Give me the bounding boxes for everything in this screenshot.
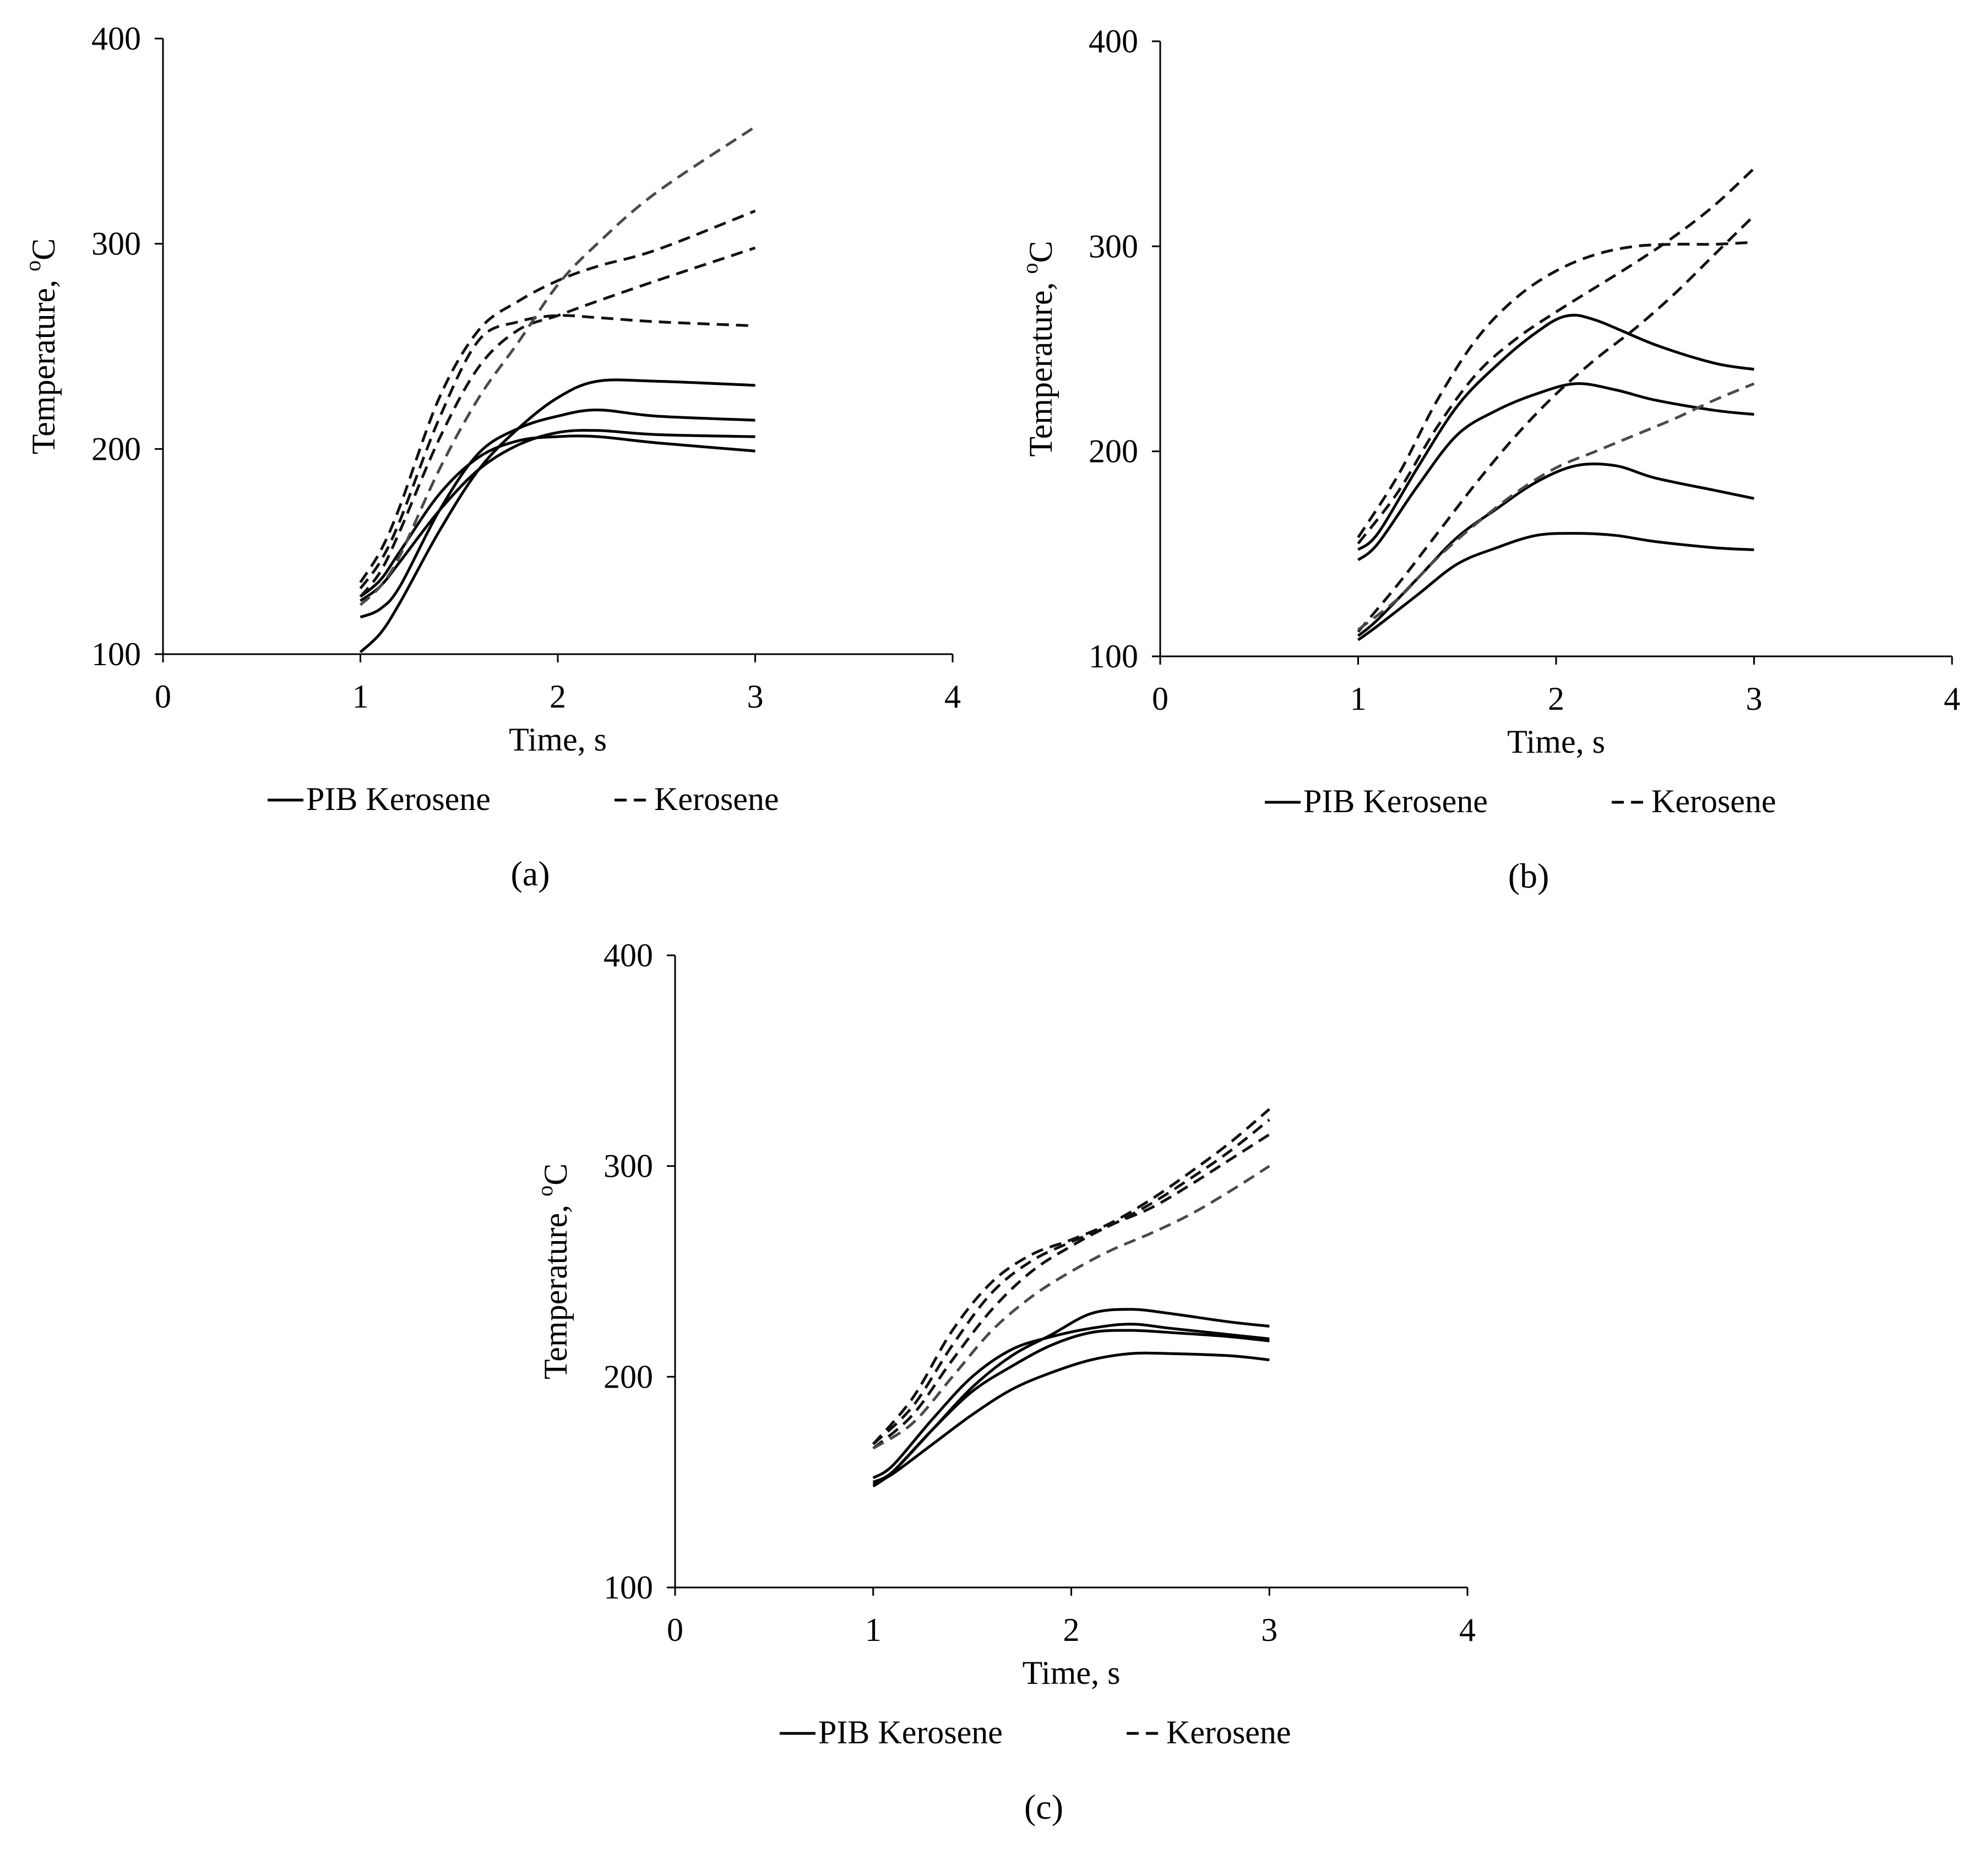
- y-tick-label: 400: [1089, 23, 1138, 59]
- kerosene-line-6: [872, 1118, 1270, 1445]
- kerosene-line-5: [872, 1108, 1270, 1445]
- y-tick-label: 100: [604, 1569, 653, 1606]
- panel-label: (b): [1508, 856, 1550, 895]
- y-axis-title-degree: o: [20, 260, 45, 271]
- x-tick-label: 0: [1152, 681, 1168, 717]
- y-axis-title-text: Temperature,: [537, 1197, 574, 1379]
- y-axis-title-text: Temperature,: [1023, 274, 1059, 456]
- y-tick-label: 200: [1089, 433, 1138, 470]
- y-axis-title-unit: C: [25, 238, 62, 260]
- y-axis-title: Temperature, oC: [1018, 241, 1059, 456]
- kerosene-line-7: [1357, 214, 1755, 633]
- series-group: [1357, 167, 1755, 641]
- pib-kerosene-line-1: [1357, 313, 1754, 551]
- kerosene-line-5: [1357, 241, 1754, 539]
- y-tick-label: 300: [91, 226, 141, 262]
- pib-kerosene-line-3: [1357, 462, 1755, 637]
- legend-pib-kerosene-label: PIB Kerosene: [818, 1714, 1003, 1750]
- panel-label: (c): [1024, 1787, 1063, 1826]
- x-tick-label: 3: [747, 678, 764, 715]
- y-tick-label: 200: [91, 431, 141, 467]
- series-group: [359, 126, 756, 654]
- legend-kerosene-label: Kerosene: [1166, 1714, 1291, 1750]
- kerosene-line-8: [872, 1165, 1270, 1450]
- x-axis-title: Time, s: [1507, 724, 1605, 760]
- x-axis-title: Time, s: [1023, 1655, 1121, 1691]
- legend-kerosene-label: Kerosene: [654, 781, 779, 817]
- x-tick-label: 1: [865, 1612, 882, 1648]
- y-tick-label: 300: [1089, 228, 1138, 264]
- kerosene-line-6: [1357, 167, 1755, 545]
- pib-kerosene-line-2: [872, 1323, 1270, 1480]
- chart-panel-a: 100 200 300 400 0 1 2 3 4 Time, s Temperature, oC P…: [20, 20, 961, 893]
- x-tick-label: 0: [667, 1612, 683, 1648]
- pib-kerosene-line-3: [360, 429, 755, 602]
- kerosene-line-6: [359, 209, 756, 583]
- pib-kerosene-line-4: [1357, 532, 1754, 641]
- kerosene-line-8: [1357, 382, 1755, 631]
- x-tick-label: 4: [1944, 681, 1960, 717]
- legend-pib-kerosene-label: PIB Kerosene: [1303, 783, 1488, 819]
- x-tick-label: 1: [1350, 681, 1367, 717]
- series-group: [872, 1108, 1270, 1488]
- kerosene-line-7: [359, 246, 756, 598]
- y-axis-title: Temperature, oC: [532, 1163, 574, 1379]
- y-axis-title-unit: C: [1023, 241, 1059, 263]
- legend-kerosene-label: Kerosene: [1651, 783, 1776, 819]
- y-axis-title-degree: o: [1018, 263, 1042, 274]
- x-tick-label: 3: [1261, 1612, 1277, 1648]
- pib-kerosene-line-4: [872, 1351, 1270, 1486]
- y-axis-title: Temperature, oC: [20, 238, 62, 454]
- kerosene-line-8: [359, 126, 756, 606]
- y-tick-label: 400: [604, 937, 653, 974]
- y-tick-label: 400: [91, 20, 141, 57]
- x-tick-label: 1: [352, 678, 369, 715]
- legend-pib-kerosene-label: PIB Kerosene: [306, 781, 491, 817]
- pib-kerosene-line-2: [360, 409, 755, 619]
- chart-panel-b: 100 200 300 400 0 1 2 3 4 Time, s Temperature, oC P…: [1018, 23, 1960, 895]
- y-tick-label: 200: [604, 1358, 653, 1395]
- chart-panel-c: 100 200 300 400 0 1 2 3 4 Time, s Temperature, oC P…: [532, 937, 1476, 1826]
- pib-kerosene-line-4: [359, 434, 755, 598]
- kerosene-line-7: [872, 1133, 1270, 1450]
- x-tick-label: 2: [1063, 1612, 1080, 1648]
- x-tick-label: 3: [1746, 681, 1763, 717]
- x-axis-title: Time, s: [509, 721, 607, 758]
- x-tick-label: 4: [944, 678, 961, 715]
- y-tick-label: 100: [91, 636, 141, 672]
- x-tick-label: 4: [1459, 1612, 1476, 1648]
- pib-kerosene-line-2: [1357, 382, 1754, 562]
- y-axis-title-degree: o: [532, 1186, 557, 1197]
- kerosene-line-5: [359, 314, 755, 590]
- x-tick-label: 0: [155, 678, 171, 715]
- y-axis-title-text: Temperature,: [25, 271, 62, 454]
- x-tick-label: 2: [1548, 681, 1564, 717]
- panel-label: (a): [510, 854, 550, 893]
- pib-kerosene-line-1: [359, 378, 755, 654]
- pib-kerosene-line-3: [872, 1329, 1270, 1488]
- x-tick-label: 2: [550, 678, 566, 715]
- y-axis-title-unit: C: [537, 1163, 574, 1186]
- y-tick-label: 300: [604, 1148, 653, 1184]
- y-tick-label: 100: [1089, 638, 1138, 675]
